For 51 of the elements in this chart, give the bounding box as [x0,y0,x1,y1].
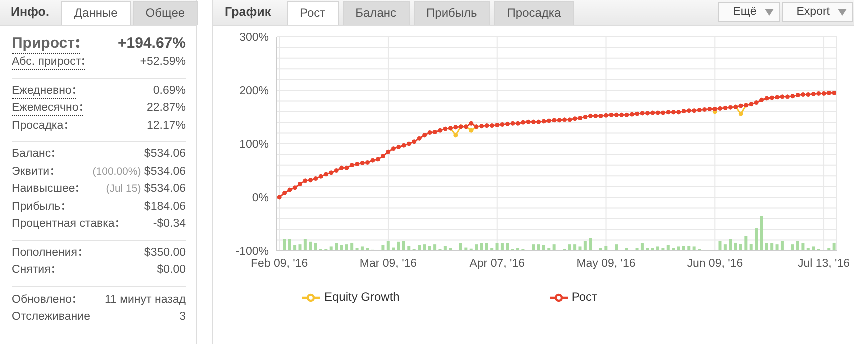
category-label: Наивысшее [12,182,76,196]
category-label: Ежемесячно [12,101,83,116]
legend-label: Equity Growth [324,290,400,304]
text: -$0.34 [153,218,186,230]
category-label: Абс. прирост [12,55,86,70]
text: +194.67% [118,35,186,52]
category-label: Прибыль [12,200,62,214]
x-tick-label: Mar 09, '16 [360,258,418,270]
text: 22.87% [146,102,186,114]
y-tick-label: 0% [252,192,269,205]
text: $184.06 [144,200,186,212]
y-tick-label: 100% [240,139,269,152]
text: Прибыль [414,1,490,25]
text: Инфо. [10,5,50,21]
category-label: Пополнения [12,246,78,260]
text: 3 [180,311,186,323]
x-tick-label: May 09, '16 [576,258,636,270]
text: Рост [287,1,339,25]
category-label: Баланс [12,147,52,161]
text: $350.00 [144,246,186,258]
category-label: Просадка [12,118,65,132]
text: Данные [61,1,131,25]
text: 0.69% [153,84,186,96]
x-tick-label: Jul 13, '16 [798,258,850,270]
chart-title: График [224,5,272,21]
y-tick-label: -100% [236,246,269,258]
category-label: Обновлено [12,292,73,306]
category-label: Эквити [12,164,51,178]
text: +52.59% [140,56,186,68]
text: Просадка [494,1,574,25]
text: 11 минут назад [104,294,186,306]
text: Баланс [342,1,410,25]
text: $0.00 [157,264,186,276]
text: (100.00%) $534.06 [92,166,186,178]
text: Export [782,2,853,22]
text: Общее [132,1,198,25]
category-label: Снятия [12,263,52,277]
category-label: Ежедневно [12,84,76,98]
x-tick-label: Feb 09, '16 [251,258,308,270]
x-tick-label: Apr 07, '16 [470,258,526,270]
x-tick-label: Jun 09, '16 [687,258,744,270]
text: (Jul 15) $534.06 [106,183,186,195]
text: $534.06 [144,148,186,160]
y-tick-label: 200% [240,86,269,98]
category-label: Процентная ставка [12,217,116,231]
category-label: Отслеживание [12,310,90,324]
y-tick-label: 300% [240,32,269,44]
text: 12.17% [146,120,186,132]
legend-label: Рост [572,290,598,304]
text: Ещё [718,2,780,22]
category-label: Прирост [12,35,80,54]
